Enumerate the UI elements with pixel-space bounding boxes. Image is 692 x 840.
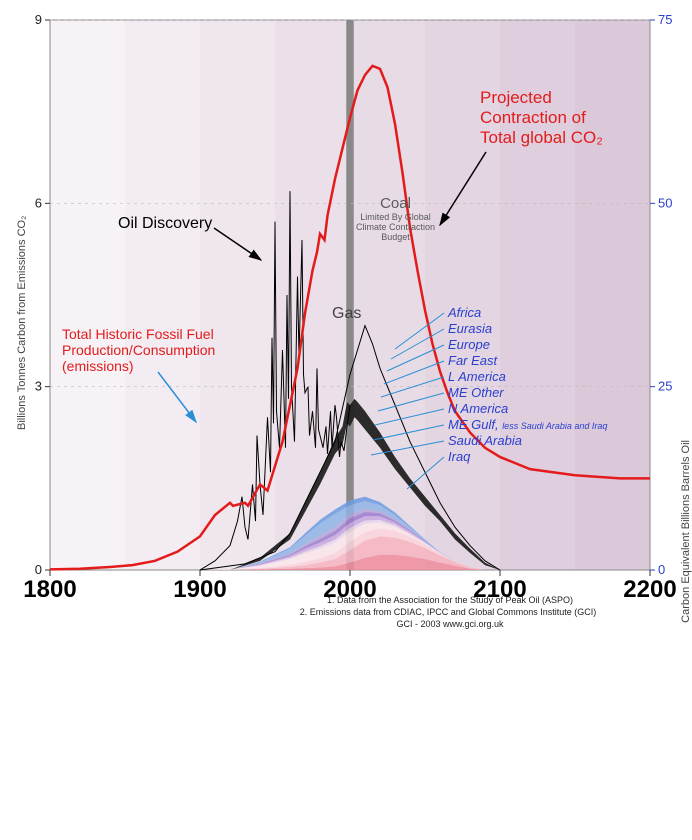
svg-text:50: 50 [658,195,672,210]
x-tick-2000: 2000 [310,576,390,604]
region-label-europe: Europe [448,337,490,352]
annot-gas: Gas [332,305,361,323]
svg-text:25: 25 [658,379,672,394]
annot-oil-discovery: Oil Discovery [118,215,212,233]
y-axis-right-label: Carbon Equivalent Billions Barrels Oil [680,440,692,840]
svg-text:9: 9 [35,12,42,27]
region-label-africa: Africa [448,305,481,320]
y-axis-left-label: Billions Tonnes Carbon from Emissions CO… [16,30,28,430]
svg-text:6: 6 [35,195,42,210]
region-label-me_gulf: ME Gulf, less Saudi Arabia and Iraq [448,417,607,432]
region-label-saudi: Saudi Arabia [448,433,522,448]
svg-text:0: 0 [35,562,42,577]
annot-coal: CoalLimited By GlobalClimate Contraction… [356,195,435,242]
x-tick-2200: 2200 [610,576,690,604]
x-tick-1900: 1900 [160,576,240,604]
region-label-n_america: N America [448,401,508,416]
annot-historic: Total Historic Fossil FuelProduction/Con… [62,326,215,374]
region-label-eurasia: Eurasia [448,321,492,336]
region-label-far_east: Far East [448,353,497,368]
x-tick-2100: 2100 [460,576,540,604]
x-tick-1800: 1800 [10,576,90,604]
svg-text:3: 3 [35,379,42,394]
svg-text:75: 75 [658,12,672,27]
region-label-l_america: L America [448,369,506,384]
footer-line3: GCI - 2003 www.gci.org.uk [330,619,570,629]
svg-text:0: 0 [658,562,665,577]
region-label-iraq: Iraq [448,449,470,464]
annot-projected: ProjectedContraction ofTotal global CO₂ [480,88,603,148]
region-label-me_other: ME Other [448,385,504,400]
footer-line2: 2. Emissions data from CDIAC, IPCC and G… [248,607,648,617]
